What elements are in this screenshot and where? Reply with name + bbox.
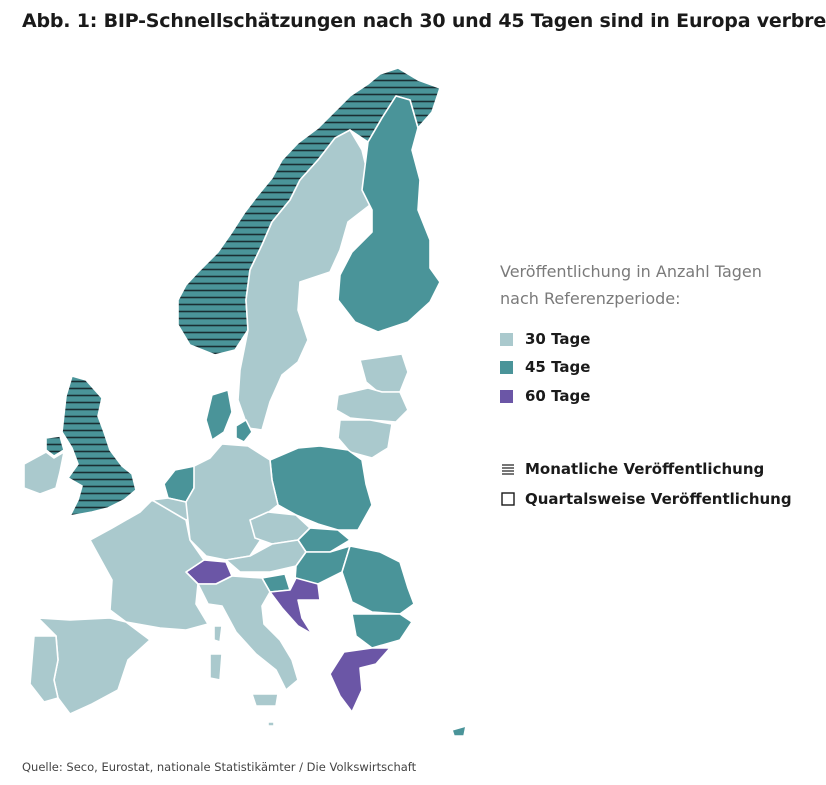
region-denmark-isles <box>235 419 253 443</box>
legend-item-monthly: Monatliche Veröffentlichung <box>525 458 764 480</box>
empty-square-icon <box>501 492 515 506</box>
legend-swatch-30 <box>500 332 513 346</box>
region-corsica <box>213 625 223 643</box>
region-lithuania <box>337 419 393 459</box>
legend-label-60: 60 Tage <box>525 387 591 405</box>
legend-heading-line1: Veröffentlichung in Anzahl Tagen <box>500 262 762 281</box>
region-northern-ireland <box>45 435 65 457</box>
region-latvia <box>335 387 409 423</box>
legend-item-30: 30 Tage <box>500 328 590 350</box>
legend-swatch-45 <box>500 360 513 374</box>
source-note: Quelle: Seco, Eurostat, nationale Statis… <box>22 760 417 774</box>
region-portugal <box>29 635 59 703</box>
legend-item-45: 45 Tage <box>500 356 590 378</box>
region-estonia <box>359 353 409 393</box>
legend-label-30: 30 Tage <box>525 330 591 348</box>
region-bulgaria <box>351 613 413 649</box>
region-uk <box>61 375 137 517</box>
legend-heading-line2: nach Referenzperiode: <box>500 289 681 308</box>
region-malta <box>267 721 275 727</box>
legend-item-60: 60 Tage <box>500 385 590 407</box>
region-poland <box>269 445 373 531</box>
region-germany <box>185 443 279 561</box>
region-sicily <box>251 693 279 707</box>
region-sweden <box>237 129 371 431</box>
region-sardinia <box>209 653 223 681</box>
legend-swatch-60 <box>500 389 513 403</box>
legend-heading: Veröffentlichung in Anzahl Tagen nach Re… <box>500 258 800 312</box>
legend-item-quarterly: Quartalsweise Veröffentlichung <box>525 488 792 510</box>
region-romania <box>341 545 415 615</box>
region-italy <box>197 575 299 691</box>
region-croatia <box>269 577 321 635</box>
region-greece <box>329 647 391 713</box>
region-cyprus <box>451 725 467 737</box>
hatch-lines-icon <box>502 464 514 475</box>
legend-label-45: 45 Tage <box>525 358 591 376</box>
legend-label-quarterly: Quartalsweise Veröffentlichung <box>525 490 792 508</box>
chart-title: Abb. 1: BIP-Schnellschätzungen nach 30 u… <box>22 10 826 32</box>
region-denmark <box>205 389 233 441</box>
region-finland <box>337 95 441 333</box>
region-ireland <box>23 451 65 495</box>
legend-label-monthly: Monatliche Veröffentlichung <box>525 460 765 478</box>
